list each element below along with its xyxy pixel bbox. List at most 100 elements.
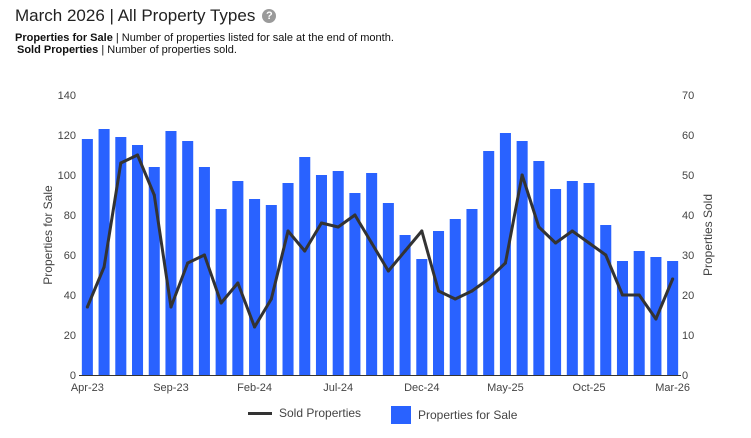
y-right-tick-label: 50 [682, 170, 694, 182]
line-point [353, 213, 357, 217]
bar [483, 151, 495, 375]
description-term: Properties for Sale [15, 32, 113, 44]
y-right-tick-label: 30 [682, 250, 694, 262]
line-point [403, 249, 407, 253]
line-point [437, 289, 441, 293]
line-point [303, 249, 307, 253]
y-right-tick-label: 70 [682, 90, 694, 102]
x-tick-label: Sep-23 [153, 382, 188, 394]
y-tick-label: 100 [58, 170, 76, 182]
x-tick-label: Feb-24 [237, 382, 272, 394]
line-point [286, 229, 290, 233]
bar [600, 225, 612, 375]
line-point [537, 225, 541, 229]
legend-label: Sold Properties [279, 406, 362, 420]
y-tick-label: 40 [64, 290, 76, 302]
bar [249, 199, 261, 375]
line-point [253, 325, 257, 329]
line-point [671, 277, 675, 281]
line-point [236, 281, 240, 285]
bar [399, 235, 411, 375]
y-tick-label: 0 [70, 370, 76, 382]
y-axis-title: Properties for Sale [41, 185, 55, 285]
y-tick-label: 80 [64, 210, 76, 222]
bar [349, 193, 361, 375]
line-point [487, 277, 491, 281]
bar [566, 181, 578, 375]
bar [282, 183, 294, 375]
bar [332, 171, 344, 375]
bar [499, 133, 511, 375]
bar [165, 131, 177, 375]
line-point [202, 253, 206, 257]
line-point [169, 305, 173, 309]
line-point [186, 261, 190, 265]
line-point [102, 265, 106, 269]
bar [299, 157, 311, 375]
line-point [587, 241, 591, 245]
bar [265, 205, 277, 375]
chart-header: March 2026 | All Property Types ? [15, 6, 277, 26]
line-point [520, 173, 524, 177]
y-tick-label: 120 [58, 130, 76, 142]
bar [667, 261, 679, 375]
x-tick-label: Apr-23 [71, 382, 104, 394]
line-point [152, 193, 156, 197]
bar [433, 231, 445, 375]
bar [633, 251, 645, 375]
x-tick-label: May-25 [487, 382, 524, 394]
x-tick-label: Oct-25 [573, 382, 606, 394]
bar-series [81, 129, 679, 375]
line-point [637, 293, 641, 297]
y-tick-label: 140 [58, 90, 76, 102]
x-tick-label: Mar-26 [655, 382, 690, 394]
bar [416, 259, 428, 375]
description-text: | Number of properties listed for sale a… [112, 32, 394, 44]
line-point [503, 261, 507, 265]
bar [148, 167, 160, 375]
y-right-tick-label: 20 [682, 290, 694, 302]
bar [616, 261, 628, 375]
question-circle-icon[interactable]: ? [262, 9, 277, 23]
sold-properties-line [85, 153, 675, 329]
line-point [554, 241, 558, 245]
description-text: | Number of properties sold. [98, 44, 237, 56]
bar [449, 219, 461, 375]
line-point [85, 305, 89, 309]
description-properties-for-sale: Properties for Sale | Number of properti… [15, 32, 394, 44]
bar [198, 167, 210, 375]
bar [115, 137, 127, 375]
bar [132, 145, 144, 375]
y-right-axis-title: Properties Sold [701, 194, 715, 276]
y-right-tick-label: 10 [682, 330, 694, 342]
y-right-tick-label: 60 [682, 130, 694, 142]
legend-line-swatch [248, 411, 272, 415]
legend-item-properties-for-sale[interactable]: Properties for Sale [391, 406, 517, 424]
line-point [604, 253, 608, 257]
legend-bar-swatch [391, 406, 411, 424]
line-point [219, 301, 223, 305]
line-point [453, 297, 457, 301]
legend-label: Properties for Sale [418, 408, 518, 422]
axes: 0 20 40 60 80 100 120 140 0 10 20 30 40 50 60 70 Apr-23 S… [41, 90, 715, 394]
line-point [420, 229, 424, 233]
line-point [319, 221, 323, 225]
line-series [85, 153, 675, 329]
y-tick-label: 60 [64, 250, 76, 262]
page-title: March 2026 | All Property Types [15, 6, 256, 25]
bar [533, 161, 545, 375]
bar [81, 139, 93, 375]
combo-chart: 0 20 40 60 80 100 120 140 0 10 20 30 40 50 60 70 Apr-23 S… [41, 90, 715, 394]
line-point [119, 161, 123, 165]
line-point [269, 297, 273, 301]
y-right-tick-label: 40 [682, 210, 694, 222]
x-tick-label: Jul-24 [323, 382, 353, 394]
line-point [470, 289, 474, 293]
description-term: Sold Properties [17, 44, 99, 56]
legend-item-sold-properties[interactable]: Sold Properties [248, 406, 361, 420]
description-sold-properties: Sold Properties | Number of properties s… [17, 44, 237, 56]
line-point [620, 293, 624, 297]
bar [232, 181, 244, 375]
line-point [370, 241, 374, 245]
line-point [386, 269, 390, 273]
